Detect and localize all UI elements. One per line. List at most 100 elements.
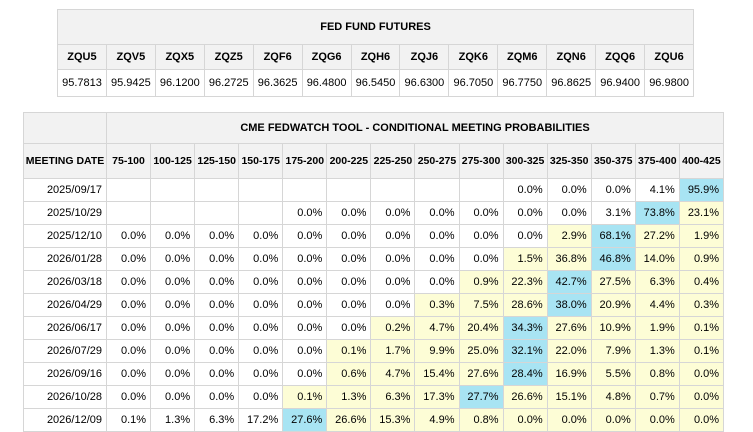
probability-cell: 15.4% xyxy=(414,362,460,386)
probability-cell: 95.9% xyxy=(678,178,725,202)
meeting-date: 2026/03/18 xyxy=(23,270,107,294)
probability-cell: 34.3% xyxy=(502,316,548,340)
futures-price: 95.7813 xyxy=(57,69,107,97)
probability-cell: 0.1% xyxy=(105,408,152,432)
probability-cell: 0.0% xyxy=(194,316,240,340)
futures-symbol: ZQF6 xyxy=(252,44,303,70)
probability-cell xyxy=(194,178,240,202)
rate-range-header: 350-375 xyxy=(590,143,636,179)
probability-cell: 4.7% xyxy=(414,316,460,340)
probability-cell: 0.0% xyxy=(150,385,196,409)
probability-cell: 0.2% xyxy=(370,316,416,340)
probability-cell: 0.0% xyxy=(105,339,152,363)
rate-range-header: 200-225 xyxy=(326,143,372,179)
probability-cell: 0.0% xyxy=(150,247,196,271)
futures-symbol: ZQX5 xyxy=(154,44,205,70)
probability-cell: 0.0% xyxy=(238,362,284,386)
probability-cell: 0.0% xyxy=(282,247,328,271)
probability-cell: 0.0% xyxy=(194,362,240,386)
probability-cell xyxy=(370,178,416,202)
probability-cell: 1.9% xyxy=(678,224,725,248)
rate-range-header: 225-250 xyxy=(370,143,416,179)
probability-cell xyxy=(238,178,284,202)
probability-cell: 0.0% xyxy=(150,224,196,248)
probability-cell: 1.5% xyxy=(502,247,548,271)
table-row: 2025/09/17 0.0% 0.0% 0.0% 4.1% 95.9% xyxy=(23,178,725,202)
probability-cell: 0.0% xyxy=(370,247,416,271)
probability-cell: 22.0% xyxy=(546,339,592,363)
probability-cell: 0.0% xyxy=(590,408,636,432)
probability-cell: 4.7% xyxy=(370,362,416,386)
futures-symbol: ZQJ6 xyxy=(399,44,450,70)
probability-cell: 68.1% xyxy=(590,224,636,248)
probability-cell: 17.2% xyxy=(238,408,284,432)
probability-cell: 1.7% xyxy=(370,339,416,363)
table-row: 2026/10/28 0.0% 0.0% 0.0% 0.0% 0.1% 1.3% 6.3% 17… xyxy=(23,385,725,409)
probability-cell: 0.9% xyxy=(458,270,504,294)
probability-cell: 0.0% xyxy=(502,178,548,202)
probability-cell: 0.0% xyxy=(414,224,460,248)
probability-cell: 0.0% xyxy=(238,270,284,294)
probability-cell: 0.0% xyxy=(238,293,284,317)
probability-cell: 0.4% xyxy=(678,270,725,294)
meeting-date: 2026/10/28 xyxy=(23,385,107,409)
probability-cell: 0.0% xyxy=(370,224,416,248)
probability-cell: 1.3% xyxy=(634,339,680,363)
probability-cell: 0.3% xyxy=(414,293,460,317)
probability-cell: 0.0% xyxy=(326,224,372,248)
probability-cell: 0.0% xyxy=(678,362,725,386)
probability-cell: 1.3% xyxy=(150,408,196,432)
probability-cell: 0.0% xyxy=(458,201,504,225)
rate-range-header: 100-125 xyxy=(150,143,196,179)
probability-cell: 0.1% xyxy=(326,339,372,363)
probability-cell: 0.0% xyxy=(370,270,416,294)
rate-range-header: 150-175 xyxy=(238,143,284,179)
probability-cell: 25.0% xyxy=(458,339,504,363)
probability-cell: 2.9% xyxy=(546,224,592,248)
probability-cell: 0.0% xyxy=(238,339,284,363)
probability-cell: 0.0% xyxy=(150,362,196,386)
probability-cell: 0.0% xyxy=(414,270,460,294)
futures-symbols-row: ZQU5 ZQV5 ZQX5 ZQZ5 ZQF6 ZQG6 ZQH6 ZQJ6 ZQK6 ZQM6… xyxy=(57,44,695,70)
probability-cell: 0.0% xyxy=(238,316,284,340)
probability-cell xyxy=(150,178,196,202)
probability-cell: 0.0% xyxy=(282,270,328,294)
meeting-date: 2026/01/28 xyxy=(23,247,107,271)
meeting-probabilities-table: CME FEDWATCH TOOL - CONDITIONAL MEETING … xyxy=(23,112,725,432)
probability-cell: 0.0% xyxy=(326,293,372,317)
probability-cell: 42.7% xyxy=(546,270,592,294)
probability-cell: 0.0% xyxy=(105,293,152,317)
rate-range-header: 75-100 xyxy=(105,143,152,179)
probability-cell: 0.0% xyxy=(326,270,372,294)
probability-cell: 0.0% xyxy=(194,270,240,294)
probability-cell: 0.0% xyxy=(150,270,196,294)
probability-cell: 0.0% xyxy=(282,362,328,386)
fed-fund-futures-table: FED FUND FUTURES ZQU5 ZQV5 ZQX5 ZQZ5 ZQF6 ZQG… xyxy=(56,9,695,97)
table-row: 2026/06/17 0.0% 0.0% 0.0% 0.0% 0.0% 0.0% 0.2% 4.… xyxy=(23,316,725,340)
futures-values-row: 95.7813 95.9425 96.1200 96.2725 96.3625 96.48… xyxy=(57,69,695,97)
meeting-date: 2026/09/16 xyxy=(23,362,107,386)
probability-cell: 38.0% xyxy=(546,293,592,317)
futures-price: 96.4800 xyxy=(301,69,352,97)
probability-cell: 27.2% xyxy=(634,224,680,248)
probability-cell: 0.0% xyxy=(414,247,460,271)
futures-price: 96.9400 xyxy=(595,69,646,97)
probability-cell xyxy=(282,178,328,202)
probability-cell: 0.0% xyxy=(678,385,725,409)
probability-cell: 14.0% xyxy=(634,247,680,271)
probability-cell: 6.3% xyxy=(194,408,240,432)
probabilities-body: 2025/09/17 0.0% 0.0% 0.0% 4.1% 95.9% 2025/10/2… xyxy=(23,178,725,432)
probability-cell: 0.0% xyxy=(546,408,592,432)
table-corner xyxy=(23,112,107,144)
probability-cell: 4.4% xyxy=(634,293,680,317)
probability-cell: 0.0% xyxy=(194,385,240,409)
probability-cell: 0.0% xyxy=(326,201,372,225)
rate-range-header-row: MEETING DATE 75-100 100-125 125-150 150-175… xyxy=(23,143,725,179)
meeting-date: 2025/09/17 xyxy=(23,178,107,202)
rate-range-header: 125-150 xyxy=(194,143,240,179)
probability-cell: 20.4% xyxy=(458,316,504,340)
futures-symbol: ZQV5 xyxy=(105,44,156,70)
probability-cell: 0.0% xyxy=(546,201,592,225)
probability-cell: 0.0% xyxy=(105,316,152,340)
table-row: 2026/09/16 0.0% 0.0% 0.0% 0.0% 0.0% 0.6% 4.7% 15… xyxy=(23,362,725,386)
